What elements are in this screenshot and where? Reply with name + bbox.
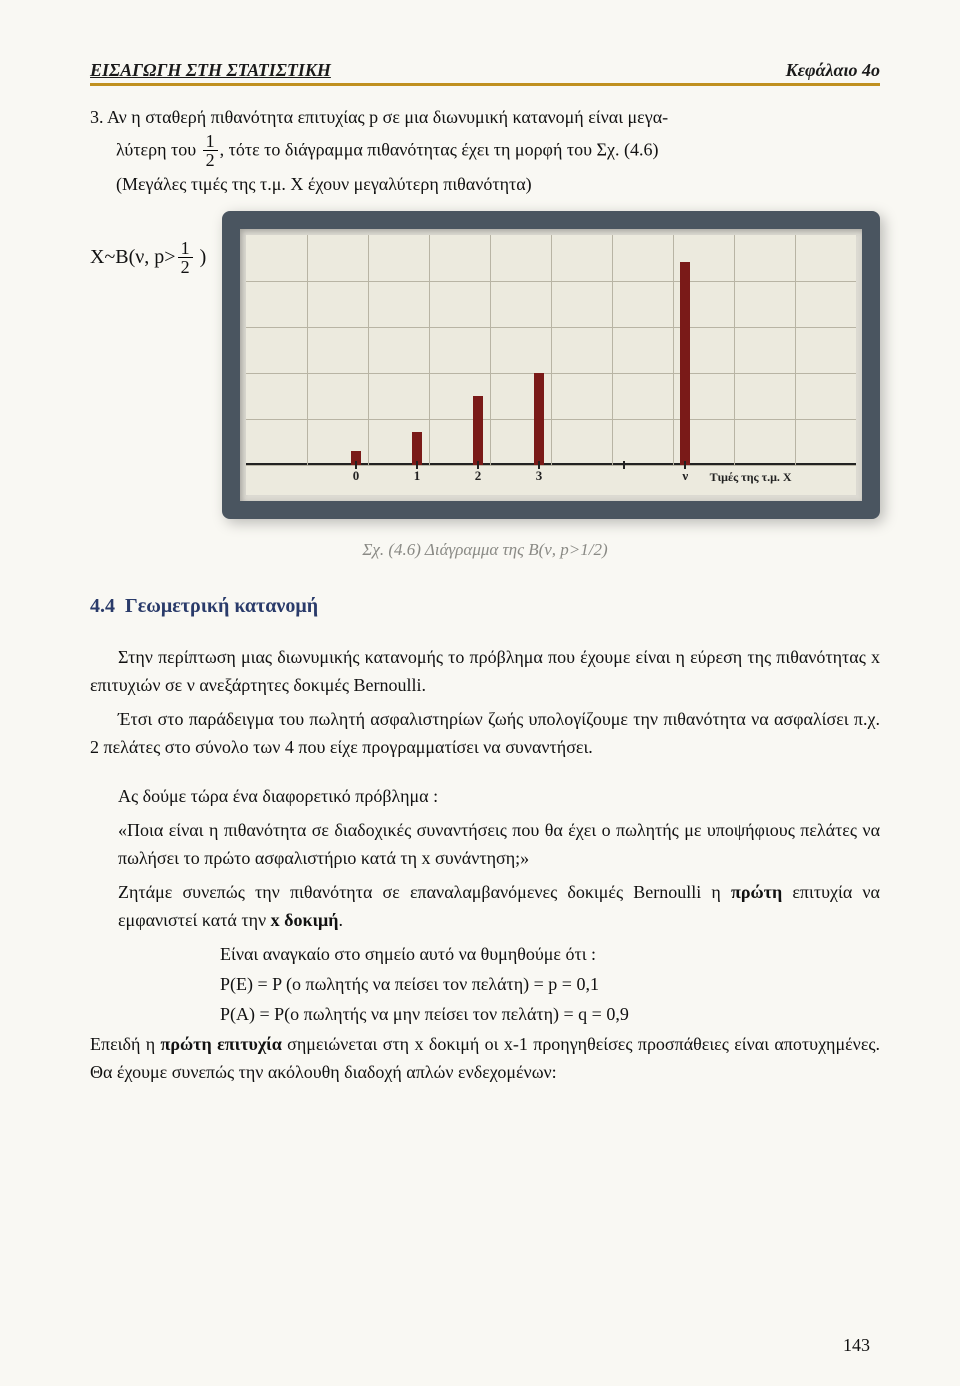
x-tick-label: 0 — [353, 466, 360, 486]
paragraph-2-quote: «Ποια είναι η πιθανότητα σε διαδοχικές σ… — [118, 817, 880, 873]
item3-line3: (Μεγάλες τιμές της τ.μ. Χ έχουν μεγαλύτε… — [116, 171, 880, 199]
grid-line-v — [551, 235, 552, 465]
figure-caption: Σχ. (4.6) Διάγραμμα της B(ν, p>1/2) — [90, 537, 880, 563]
grid-line-v — [307, 235, 308, 465]
page-root: ΕΙΣΑΓΩΓΗ ΣΤΗ ΣΤΑΤΙΣΤΙΚΗ Κεφάλαιο 4ο 3. Α… — [0, 0, 960, 1386]
bar-chart: 0 1 2 3 ν Τιμές της τ.μ. Χ — [246, 235, 856, 495]
page-number: 143 — [843, 1335, 870, 1356]
chart-formula-label: X~B(ν, p>12 ) — [90, 211, 206, 278]
chart-bar — [680, 262, 690, 464]
section-heading: 4.4 Γεωμετρική κατανομή — [90, 591, 880, 622]
grid-line-v — [490, 235, 491, 465]
chart-bar — [534, 373, 544, 465]
x-tick — [623, 461, 625, 469]
x-tick-label: 3 — [536, 466, 543, 486]
item3-line2: λύτερη του 12, τότε το διάγραμμα πιθανότ… — [116, 132, 880, 171]
x-tick-label: 1 — [414, 466, 421, 486]
grid-line-v — [612, 235, 613, 465]
paragraph-2-intro: Ας δούμε τώρα ένα διαφορετικό πρόβλημα : — [90, 783, 880, 811]
grid-line-v — [673, 235, 674, 465]
grid-line-v — [795, 235, 796, 465]
chart-row: X~B(ν, p>12 ) 0123νΤιμές της τ.μ. Χ — [90, 211, 880, 519]
fraction-half: 12 — [203, 132, 218, 171]
formula-intro: Είναι αναγκαίο στο σημείο αυτό να θυμηθο… — [220, 941, 880, 969]
grid-line-v — [734, 235, 735, 465]
paragraph-2-tail: Ζητάμε συνεπώς την πιθανότητα σε επαναλα… — [118, 879, 880, 935]
paragraph-3: Επειδή η πρώτη επιτυχία σημειώνεται στη … — [90, 1031, 880, 1087]
x-axis-caption: Τιμές της τ.μ. Χ — [710, 468, 792, 487]
formula-pe: P(E) = P (ο πωλητής να πείσει τον πελάτη… — [220, 971, 880, 999]
paragraph-1a: Στην περίπτωση μιας διωνυμικής κατανομής… — [90, 644, 880, 700]
list-item-3: 3. Αν η σταθερή πιθανότητα επιτυχίας p σ… — [90, 104, 880, 199]
paragraph-1b: Έτσι στο παράδειγμα του πωλητή ασφαλιστη… — [90, 706, 880, 762]
item3-line1: 3. Αν η σταθερή πιθανότητα επιτυχίας p σ… — [90, 104, 880, 132]
body: 3. Αν η σταθερή πιθανότητα επιτυχίας p σ… — [90, 104, 880, 1086]
grid-line-v — [429, 235, 430, 465]
x-tick-label: ν — [682, 466, 688, 486]
chart-bar — [473, 396, 483, 465]
fraction-half-2: 12 — [178, 239, 193, 278]
chart-frame: 0 1 2 3 ν Τιμές της τ.μ. Χ — [222, 211, 880, 519]
grid-line-v — [368, 235, 369, 465]
running-header: ΕΙΣΑΓΩΓΗ ΣΤΗ ΣΤΑΤΙΣΤΙΚΗ Κεφάλαιο 4ο — [90, 60, 880, 86]
formula-pa: P(A) = P(ο πωλητής να μην πείσει τον πελ… — [220, 1001, 880, 1029]
x-tick-label: 2 — [475, 466, 482, 486]
header-right: Κεφάλαιο 4ο — [786, 60, 880, 81]
header-left: ΕΙΣΑΓΩΓΗ ΣΤΗ ΣΤΑΤΙΣΤΙΚΗ — [90, 60, 331, 81]
grid-line-h — [246, 465, 856, 466]
